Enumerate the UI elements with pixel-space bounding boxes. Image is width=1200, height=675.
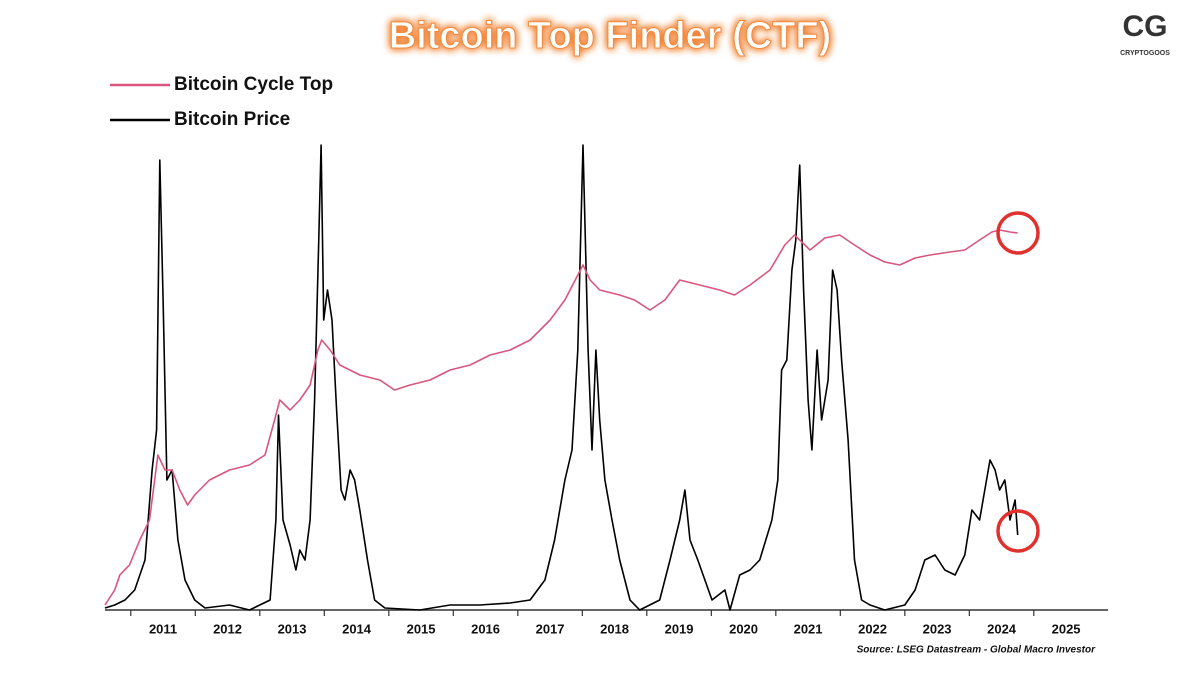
legend-label: Bitcoin Cycle Top <box>174 74 333 95</box>
chart-title: Bitcoin Top Finder (CTF) <box>389 15 832 57</box>
plot-area <box>104 144 1019 611</box>
x-tick-label: 2015 <box>407 621 436 636</box>
logo: CG <box>1123 10 1168 43</box>
x-tick-label: 2019 <box>665 621 694 636</box>
x-tick-label: 2016 <box>471 621 500 636</box>
x-tick-label: 2021 <box>794 621 823 636</box>
series-line <box>104 144 1019 611</box>
legend-label: Bitcoin Price <box>174 109 290 130</box>
x-tick-label: 2024 <box>987 621 1017 636</box>
series-line <box>104 229 1018 606</box>
x-tick-label: 2011 <box>149 621 177 636</box>
x-tick-label: 2013 <box>278 621 307 636</box>
logo-caption: CRYPTOGOOS <box>1120 50 1170 57</box>
x-tick-label: 2023 <box>923 621 952 636</box>
x-tick-label: 2012 <box>213 621 242 636</box>
highlight-circle <box>996 509 1040 553</box>
x-tick-label: 2018 <box>600 621 629 636</box>
x-tick-label: 2014 <box>342 621 372 636</box>
x-tick-label: 2022 <box>858 621 887 636</box>
source-note: Source: LSEG Datastream - Global Macro I… <box>857 645 1097 656</box>
x-tick-label: 2025 <box>1052 621 1081 636</box>
x-tick-label: 2020 <box>729 621 758 636</box>
x-tick-label: 2017 <box>536 621 565 636</box>
highlight-circle <box>996 211 1040 255</box>
